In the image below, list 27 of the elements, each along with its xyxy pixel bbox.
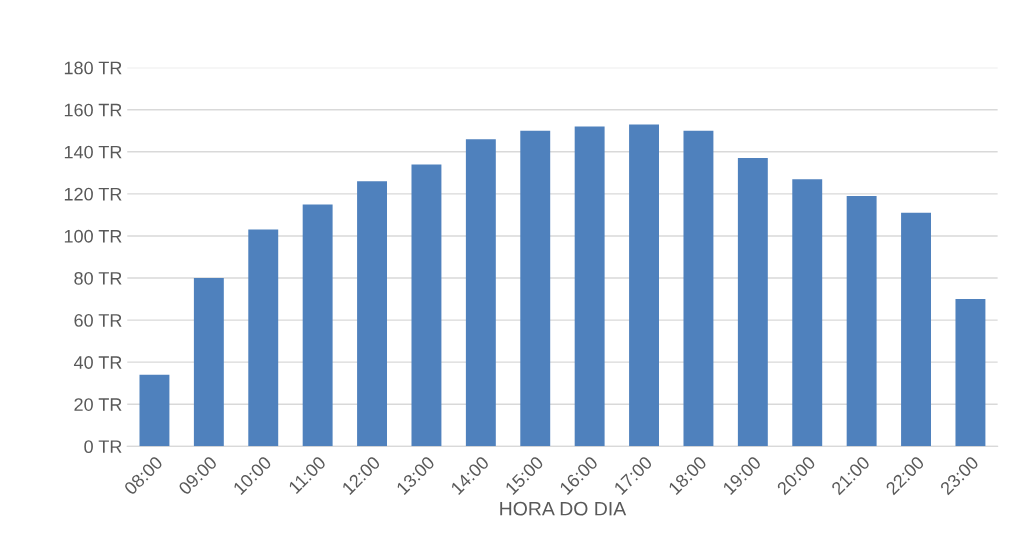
bar [193,278,224,447]
bar [792,179,823,447]
y-tick-label: 40 TR [73,356,122,369]
bar [520,130,551,447]
bar [737,158,768,447]
bar [901,212,931,447]
y-tick-label: 100 TR [64,229,122,243]
bar [574,126,605,447]
bar [955,299,986,447]
y-tick-label: 80 TR [74,271,122,285]
x-axis-title: HORA DO DIA [500,501,627,516]
y-tick-label: 160 TR [64,103,122,117]
y-tick-label: 0 TR [84,440,122,454]
bar [629,124,659,447]
bar [357,181,388,447]
bar [302,204,333,447]
y-tick-label: 120 TR [64,187,122,201]
bar [846,195,877,447]
bar [139,374,170,447]
y-tick-label: 60 TR [74,314,122,327]
bar [248,229,279,447]
y-tick-label: 20 TR [74,398,122,411]
bar [411,164,442,447]
bar [465,139,496,447]
y-tick-label: 180 TR [64,61,122,75]
bar [683,130,714,447]
y-tick-label: 140 TR [64,145,122,159]
